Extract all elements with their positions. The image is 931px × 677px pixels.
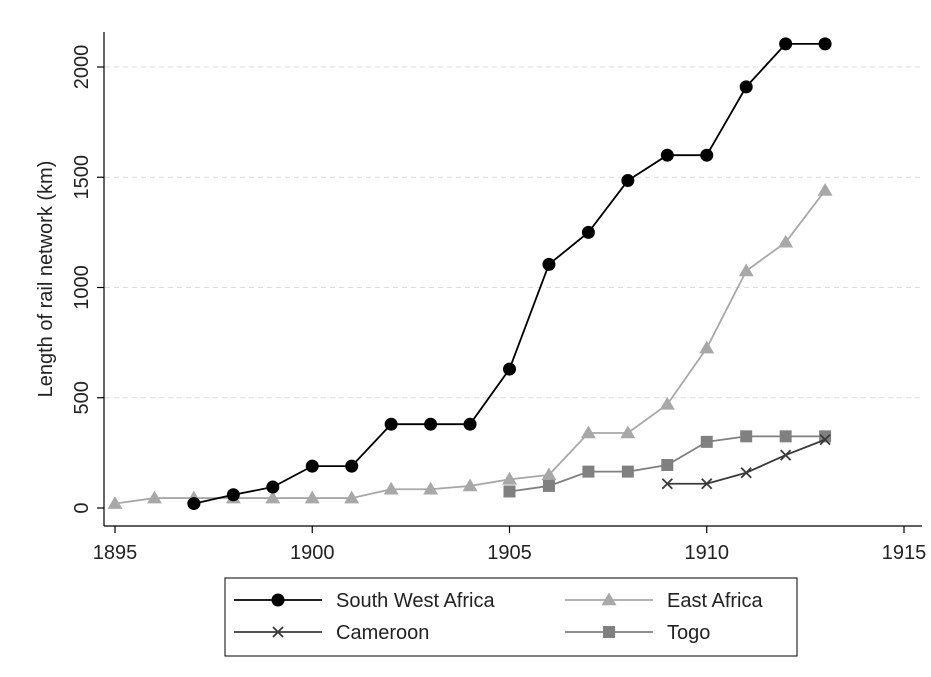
data-point-east-africa: [699, 340, 715, 354]
data-point-south-west-africa: [424, 417, 438, 431]
data-point-east-africa: [304, 490, 320, 504]
legend-box: [224, 577, 798, 657]
y-ticks: 0 500 1000 1500 2000: [71, 45, 104, 514]
data-point-east-africa: [659, 396, 675, 410]
legend: South West Africa East Africa Cameroon Togo: [224, 577, 798, 657]
data-point-cameroon: [740, 467, 752, 479]
x-tick-label: 1905: [487, 542, 532, 564]
data-point-east-africa: [620, 425, 636, 439]
data-point-cameroon: [661, 478, 673, 490]
data-point-south-west-africa: [700, 148, 714, 162]
y-tick-label: 0: [71, 502, 93, 513]
data-point-east-africa: [146, 490, 162, 504]
data-point-east-africa: [817, 182, 833, 196]
data-point-south-west-africa: [345, 459, 359, 473]
y-tick-label: 2000: [71, 45, 93, 90]
data-point-east-africa: [344, 490, 360, 504]
data-point-south-west-africa: [779, 37, 793, 51]
data-point-south-west-africa: [581, 225, 595, 239]
axes: [103, 32, 922, 527]
data-point-east-africa: [541, 467, 557, 481]
data-point-south-west-africa: [384, 417, 398, 431]
data-point-east-africa: [383, 481, 399, 495]
y-tick-label: 1500: [71, 155, 93, 200]
series-line-cameroon: [667, 438, 826, 485]
data-point-south-west-africa: [226, 488, 240, 502]
series-east-africa: [107, 182, 833, 509]
x-tick-label: 1895: [93, 542, 138, 564]
data-point-east-africa: [107, 496, 123, 509]
data-point-togo: [582, 465, 595, 478]
legend-entry-cameroon: Cameroon: [234, 622, 429, 644]
data-point-south-west-africa: [187, 497, 201, 511]
data-point-togo: [700, 435, 713, 448]
legend-entry-south-west-africa: South West Africa: [234, 590, 495, 612]
legend-marker: [601, 592, 617, 606]
data-point-togo: [503, 485, 516, 498]
series-south-west-africa: [187, 37, 832, 511]
y-axis-title: Length of rail network (km): [35, 161, 57, 398]
data-point-cameroon: [701, 478, 713, 490]
data-point-east-africa: [462, 478, 478, 492]
x-tick-label: 1915: [882, 542, 927, 564]
x-tick-label: 1900: [290, 542, 335, 564]
data-point-east-africa: [778, 234, 794, 248]
series-cameroon: [661, 434, 831, 490]
data-point-east-africa: [502, 471, 517, 485]
data-point-east-africa: [580, 425, 596, 439]
series: [107, 37, 833, 511]
legend-entry-togo: Togo: [565, 622, 710, 644]
legend-marker: [271, 593, 285, 607]
data-point-south-west-africa: [818, 37, 832, 51]
data-point-south-west-africa: [503, 362, 516, 376]
series-line-south-west-africa: [193, 42, 826, 505]
legend-label: South West Africa: [336, 590, 495, 612]
gridlines: [105, 66, 922, 399]
data-point-togo: [779, 430, 792, 443]
data-point-east-africa: [423, 481, 439, 495]
data-point-south-west-africa: [621, 174, 635, 188]
x-tick-label: 1910: [685, 542, 730, 564]
data-point-south-west-africa: [305, 459, 319, 473]
data-point-togo: [621, 465, 634, 478]
data-point-cameroon: [819, 434, 831, 446]
legend-entry-east-africa: East Africa: [565, 590, 763, 612]
data-point-togo: [740, 430, 753, 443]
data-point-togo: [819, 430, 832, 443]
data-point-south-west-africa: [739, 80, 753, 94]
data-point-south-west-africa: [660, 148, 674, 162]
data-point-south-west-africa: [542, 257, 556, 271]
data-point-south-west-africa: [463, 417, 477, 431]
x-ticks: 1895 1900 1905 1910 1915: [93, 526, 927, 564]
data-point-togo: [661, 459, 674, 472]
legend-label: East Africa: [667, 590, 763, 612]
legend-marker: [603, 626, 615, 638]
series-togo: [503, 430, 832, 498]
y-tick-label: 1000: [71, 265, 93, 310]
data-point-cameroon: [780, 449, 792, 461]
data-point-east-africa: [265, 490, 281, 504]
legend-label: Cameroon: [336, 622, 429, 644]
data-point-south-west-africa: [266, 480, 280, 494]
legend-label: Togo: [667, 622, 710, 644]
y-tick-label: 500: [71, 381, 93, 414]
series-line-east-africa: [114, 189, 826, 505]
data-point-east-africa: [738, 263, 754, 277]
data-point-togo: [542, 479, 555, 492]
legend-marker: [272, 626, 284, 638]
